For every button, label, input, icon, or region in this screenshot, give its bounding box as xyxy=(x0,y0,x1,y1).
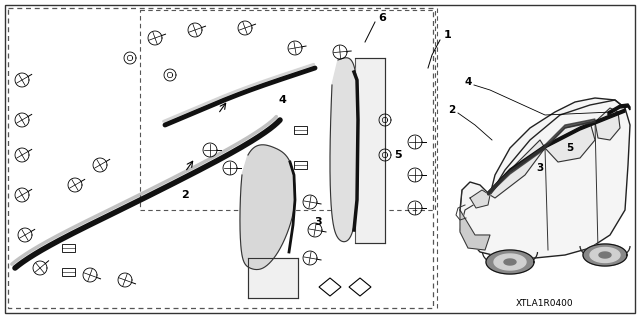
Text: 3: 3 xyxy=(536,163,543,173)
Bar xyxy=(8,8,433,308)
Polygon shape xyxy=(608,104,630,115)
Polygon shape xyxy=(545,119,595,148)
Polygon shape xyxy=(486,250,534,274)
Polygon shape xyxy=(470,190,490,208)
Polygon shape xyxy=(599,252,611,258)
Polygon shape xyxy=(504,259,516,265)
Text: 5: 5 xyxy=(566,143,573,153)
Polygon shape xyxy=(545,122,595,162)
Bar xyxy=(294,161,307,169)
Polygon shape xyxy=(590,248,620,263)
Polygon shape xyxy=(488,146,545,195)
Polygon shape xyxy=(349,278,371,296)
Polygon shape xyxy=(319,278,341,296)
Polygon shape xyxy=(460,98,630,258)
Bar xyxy=(294,126,307,134)
Polygon shape xyxy=(240,145,295,270)
Polygon shape xyxy=(488,109,625,195)
Bar xyxy=(355,58,385,243)
Bar xyxy=(248,258,298,298)
Polygon shape xyxy=(460,210,490,250)
Bar xyxy=(61,268,74,276)
Text: 1: 1 xyxy=(444,30,452,40)
Polygon shape xyxy=(595,108,620,140)
Text: 6: 6 xyxy=(378,13,386,23)
Text: 3: 3 xyxy=(314,217,322,227)
Text: XTLA1R0400: XTLA1R0400 xyxy=(516,299,574,308)
Text: 5: 5 xyxy=(394,150,402,160)
Text: 4: 4 xyxy=(278,95,286,105)
Polygon shape xyxy=(330,58,358,242)
Bar xyxy=(61,244,74,252)
Polygon shape xyxy=(490,140,545,198)
Text: 4: 4 xyxy=(464,77,472,87)
Bar xyxy=(140,10,435,210)
Text: 2: 2 xyxy=(181,190,189,200)
Polygon shape xyxy=(494,254,526,270)
Text: 2: 2 xyxy=(449,105,456,115)
Polygon shape xyxy=(583,244,627,266)
